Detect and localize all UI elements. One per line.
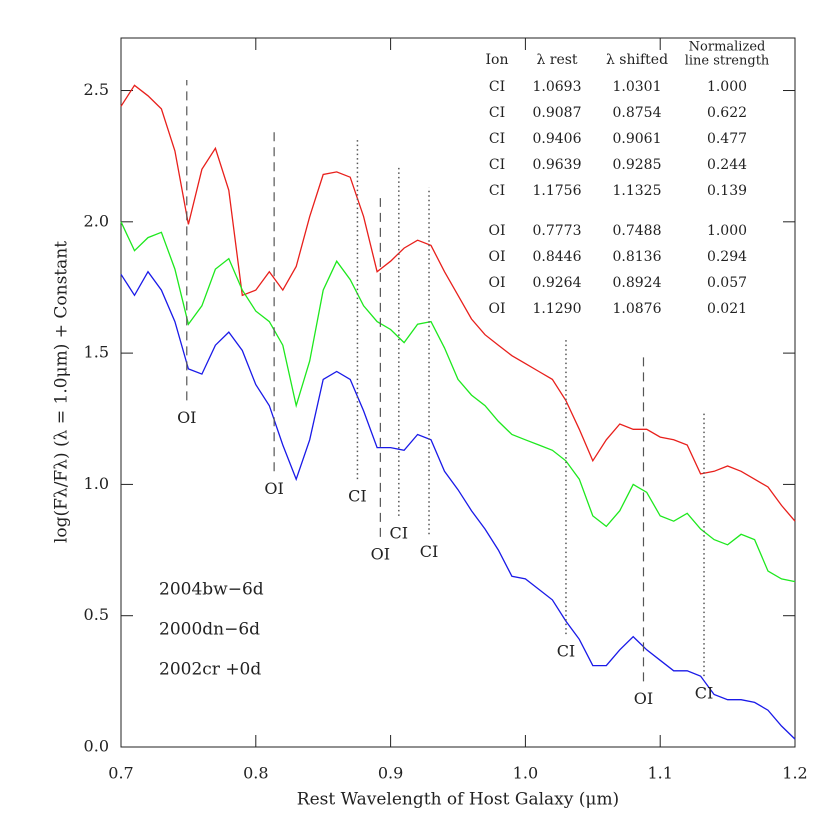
x-tick-label: 0.8 (243, 764, 268, 783)
x-tick-label: 0.9 (378, 764, 403, 783)
legend-entry: 2002cr +0d (159, 660, 261, 680)
spectrum-line (120, 84, 796, 522)
marker-label: CI (420, 542, 439, 561)
table-cell: 0.9285 (613, 157, 662, 173)
table-cell: 0.244 (707, 157, 747, 173)
y-axis-label: log(Fλ/Fλ) (λ = 1.0μm) + Constant (52, 241, 72, 543)
table-cell: 0.139 (707, 183, 747, 199)
marker-label: CI (695, 684, 714, 703)
x-tick-label: 1.2 (782, 764, 807, 783)
x-axis-label: Rest Wavelength of Host Galaxy (μm) (297, 790, 619, 810)
table-cell: CI (489, 79, 505, 95)
table-header: Normalized (689, 40, 766, 55)
table-cell: 0.9406 (533, 131, 582, 147)
y-tick-label: 2.5 (84, 80, 109, 99)
table-cell: 1.0876 (613, 301, 662, 317)
table-cell: 1.0301 (613, 79, 662, 95)
marker-label: OI (264, 479, 283, 498)
x-tick-label: 1.0 (513, 764, 538, 783)
y-tick-label: 1.0 (84, 474, 109, 493)
table-cell: 0.9639 (533, 157, 582, 173)
marker-label: OI (634, 689, 653, 708)
table-cell: 1.1756 (533, 183, 582, 199)
table-cell: OI (488, 223, 505, 239)
table-header: λ shifted (606, 52, 668, 68)
y-tick-label: 0.5 (84, 605, 109, 624)
table-header: Ion (486, 52, 509, 68)
plot-frame (120, 37, 796, 748)
marker-label: CI (348, 487, 367, 506)
table-header: λ rest (536, 52, 577, 68)
y-tick-label: 2.0 (84, 211, 109, 230)
table-cell: 1.0693 (533, 79, 582, 95)
y-tick-label: 0.0 (84, 737, 109, 756)
table-cell: OI (488, 275, 505, 291)
table-cell: 0.8924 (613, 275, 662, 291)
table-cell: 0.8446 (533, 249, 582, 265)
table-cell: 0.057 (707, 275, 747, 291)
spectrum-line (120, 270, 796, 740)
table-cell: OI (488, 301, 505, 317)
table-cell: CI (489, 183, 505, 199)
table-cell: 0.7488 (613, 223, 662, 239)
x-tick-label: 1.1 (647, 764, 672, 783)
y-tick-label: 1.5 (84, 343, 109, 362)
table-cell: 1.000 (707, 223, 747, 239)
table-cell: 1.000 (707, 79, 747, 95)
spectrum-line (120, 221, 796, 583)
x-tick-label: 0.7 (108, 764, 133, 783)
table-cell: 0.9087 (533, 105, 582, 121)
table-cell: 0.477 (707, 131, 747, 147)
legend-entry: 2004bw−6d (159, 580, 264, 600)
table-cell: CI (489, 105, 505, 121)
legend-entry: 2000dn−6d (159, 620, 260, 640)
table-cell: CI (489, 157, 505, 173)
table-cell: 0.9264 (533, 275, 582, 291)
table-cell: 0.294 (707, 249, 747, 265)
table-header: line strength (685, 54, 770, 69)
marker-label: CI (557, 642, 576, 661)
table-cell: 0.8754 (613, 105, 662, 121)
table-cell: CI (489, 131, 505, 147)
table-cell: 1.1290 (533, 301, 582, 317)
table-cell: 0.7773 (533, 223, 582, 239)
table-cell: 0.622 (707, 105, 747, 121)
table-cell: 1.1325 (613, 183, 662, 199)
table-cell: 0.021 (707, 301, 747, 317)
table-cell: 0.9061 (613, 131, 662, 147)
table-cell: OI (488, 249, 505, 265)
table-cell: 0.8136 (613, 249, 662, 265)
marker-label: OI (371, 544, 390, 563)
marker-label: OI (177, 408, 196, 427)
marker-label: CI (390, 523, 409, 542)
